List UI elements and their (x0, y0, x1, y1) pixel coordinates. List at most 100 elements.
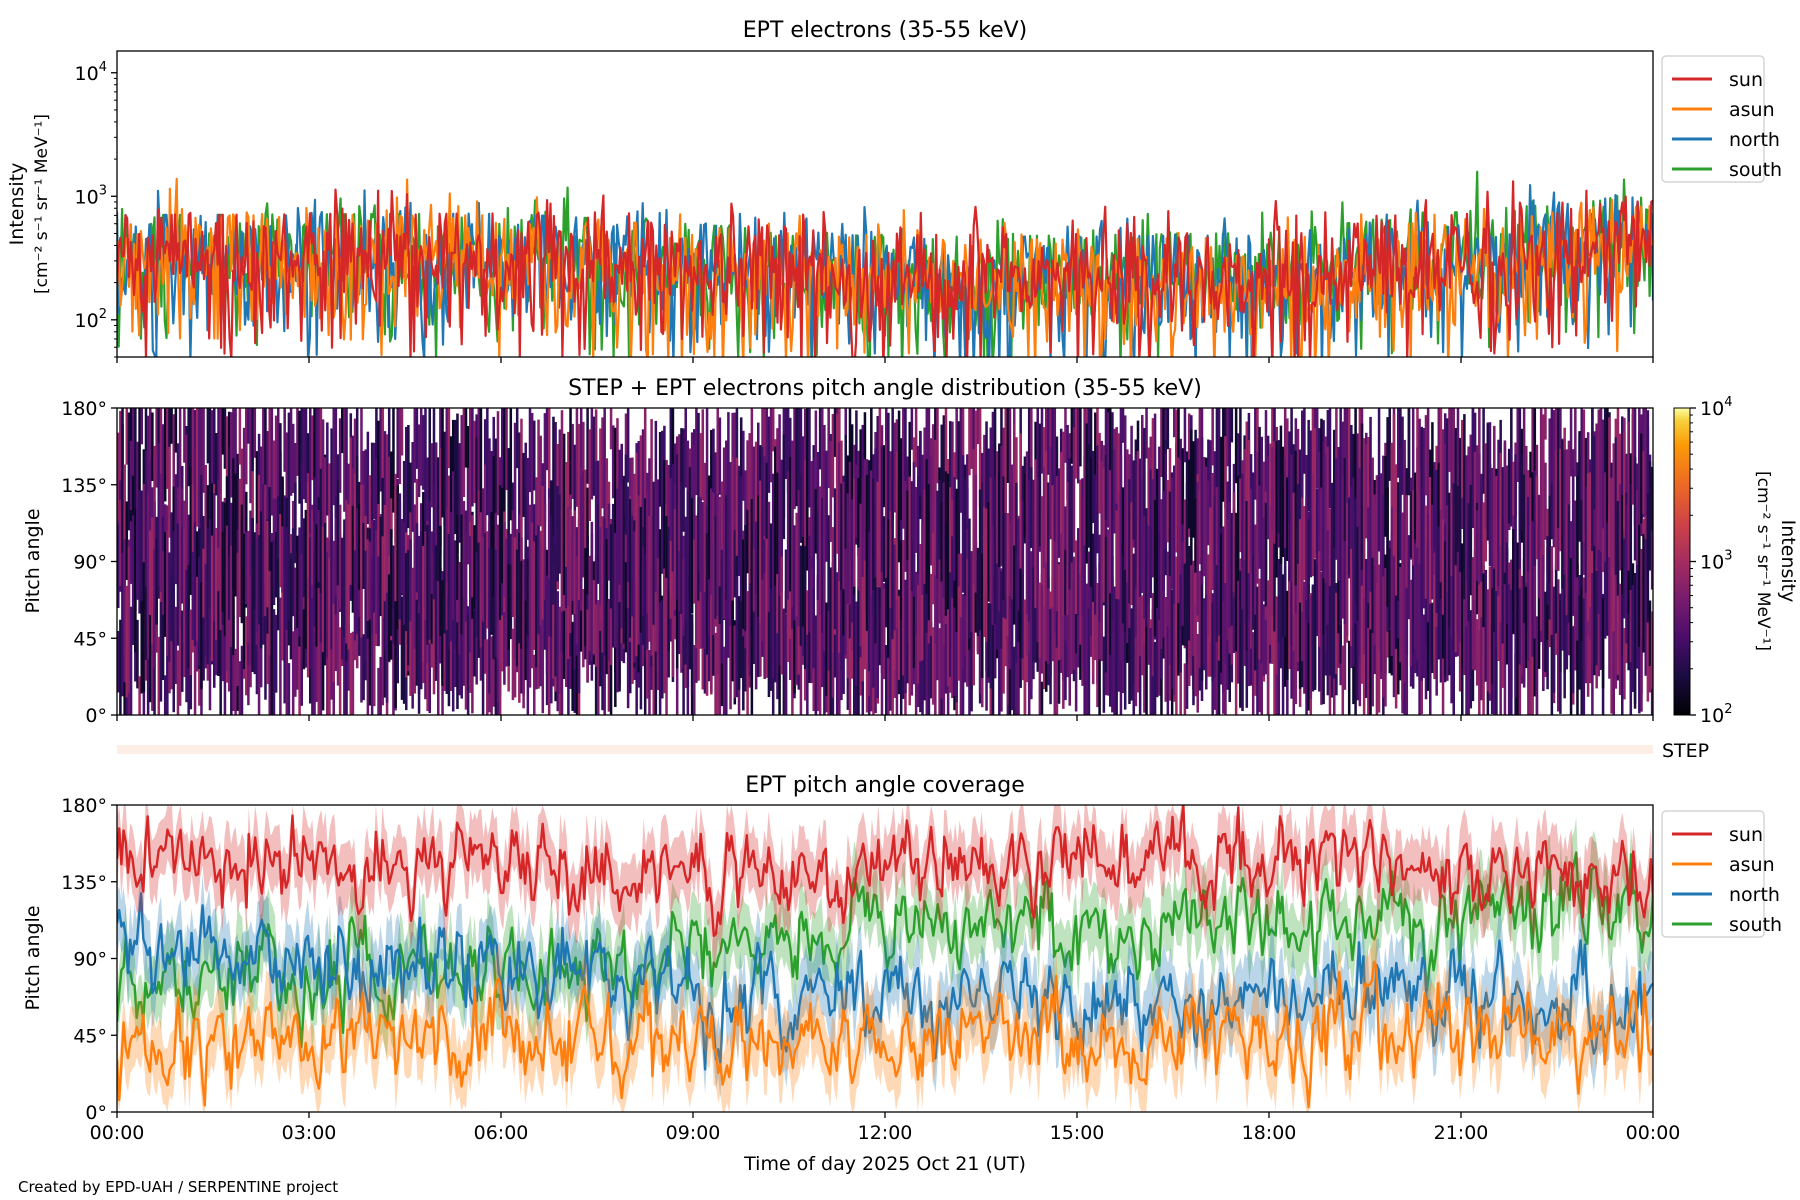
pad-cell (818, 586, 822, 715)
pad-cell (1245, 421, 1249, 520)
pad-cell (1337, 559, 1340, 634)
pad-cell (409, 539, 412, 622)
pad-cell (1576, 563, 1579, 641)
pad-cell (1375, 612, 1379, 715)
pad-cell (998, 536, 1001, 612)
pad-cell (311, 415, 314, 481)
pad-cell (227, 563, 231, 692)
pad-cell (976, 408, 980, 445)
pad-cell (1083, 537, 1086, 655)
pad-cell (635, 631, 638, 715)
pad-cell (942, 482, 946, 598)
pad-cell (1094, 474, 1097, 615)
pad-cell (897, 480, 901, 563)
pad-cell (1130, 608, 1133, 701)
pad-cell (268, 605, 271, 715)
pad-cell (1141, 478, 1144, 593)
pad-cell (786, 408, 790, 493)
pad-cell (319, 639, 323, 715)
pad-cell (582, 589, 585, 668)
pad-cell (865, 474, 869, 613)
pad-cell (1648, 461, 1652, 571)
pad-cell (183, 408, 186, 463)
pad-cell (599, 598, 602, 687)
pad-cell (1283, 408, 1287, 489)
pad-cell (144, 587, 148, 660)
pad-cell (567, 506, 570, 607)
pad-cell (919, 431, 922, 496)
pad-cell (750, 610, 754, 715)
pad-cell (757, 579, 760, 677)
x-tick-label: 00:00 (1626, 1122, 1681, 1144)
pad-cell (1138, 458, 1142, 597)
pad-cell (1085, 423, 1089, 564)
pad-cell (1015, 437, 1018, 519)
pad-cell (445, 575, 449, 694)
pad-cell (1226, 628, 1229, 690)
pad-cell (1002, 427, 1005, 508)
pad-cell (326, 552, 329, 659)
pad-cell (1328, 408, 1332, 509)
pad-cell (569, 494, 572, 634)
pad-cell (857, 587, 860, 715)
pad-cell (189, 466, 193, 595)
pad-cell (219, 490, 222, 630)
pad-cell (466, 467, 470, 565)
pad-cell (136, 507, 139, 600)
pad-cell (268, 408, 271, 491)
pad-cell (1384, 568, 1387, 707)
x-tick-label: 00:00 (90, 1122, 145, 1144)
pad-cell (970, 408, 973, 469)
pad-cell (419, 408, 423, 486)
pad-cell (1256, 408, 1259, 486)
pad-cell (1277, 440, 1281, 534)
pad-cell (1243, 534, 1246, 625)
pad-cell (1631, 408, 1635, 505)
pad-cell (586, 609, 589, 682)
pad-cell (528, 408, 532, 493)
pad-cell (774, 582, 777, 683)
pad-cell (1362, 473, 1366, 598)
pad-cell (268, 571, 271, 656)
pad-cell (1077, 408, 1080, 484)
pad-cell (1533, 408, 1537, 526)
pad-cell (447, 534, 451, 650)
pad-cell (693, 645, 696, 715)
pad-cell (744, 470, 747, 554)
pad-cell (1437, 462, 1441, 527)
pad-cell (746, 440, 749, 514)
pad-cell (927, 484, 931, 621)
pad-cell (1493, 425, 1496, 569)
pad-cell (603, 408, 606, 491)
pad-cell (428, 617, 431, 714)
pad-cell (1358, 408, 1362, 491)
pad-cell (803, 459, 807, 547)
pad-cell (1173, 465, 1176, 604)
pad-cell (383, 614, 387, 698)
pad-cell (1081, 566, 1084, 671)
colorbar (1673, 407, 1691, 716)
pad-cell (989, 599, 993, 689)
pad-cell (562, 548, 566, 679)
pad-cell (1478, 626, 1481, 715)
pad-cell (375, 529, 378, 634)
pad-cell (1405, 544, 1409, 655)
pad-cell (1053, 614, 1057, 715)
pad-cell (1407, 535, 1411, 620)
pad-cell (579, 476, 583, 602)
pad-cell (1281, 446, 1285, 557)
pad-cell (887, 623, 890, 715)
pad-cell (823, 611, 826, 715)
pad-cell (1550, 477, 1554, 540)
pad-cell (1055, 580, 1059, 648)
pad-cell (1211, 603, 1214, 682)
pad-cell (560, 511, 564, 612)
pad-cell (1168, 524, 1172, 665)
pad-cell (1023, 599, 1027, 715)
pad-cell (1461, 543, 1464, 668)
pad-cell (319, 468, 323, 594)
pad-cell (396, 485, 399, 629)
pad-cell (789, 417, 792, 496)
y-tick-label: 103 (75, 183, 107, 208)
pad-cell (1463, 602, 1466, 675)
